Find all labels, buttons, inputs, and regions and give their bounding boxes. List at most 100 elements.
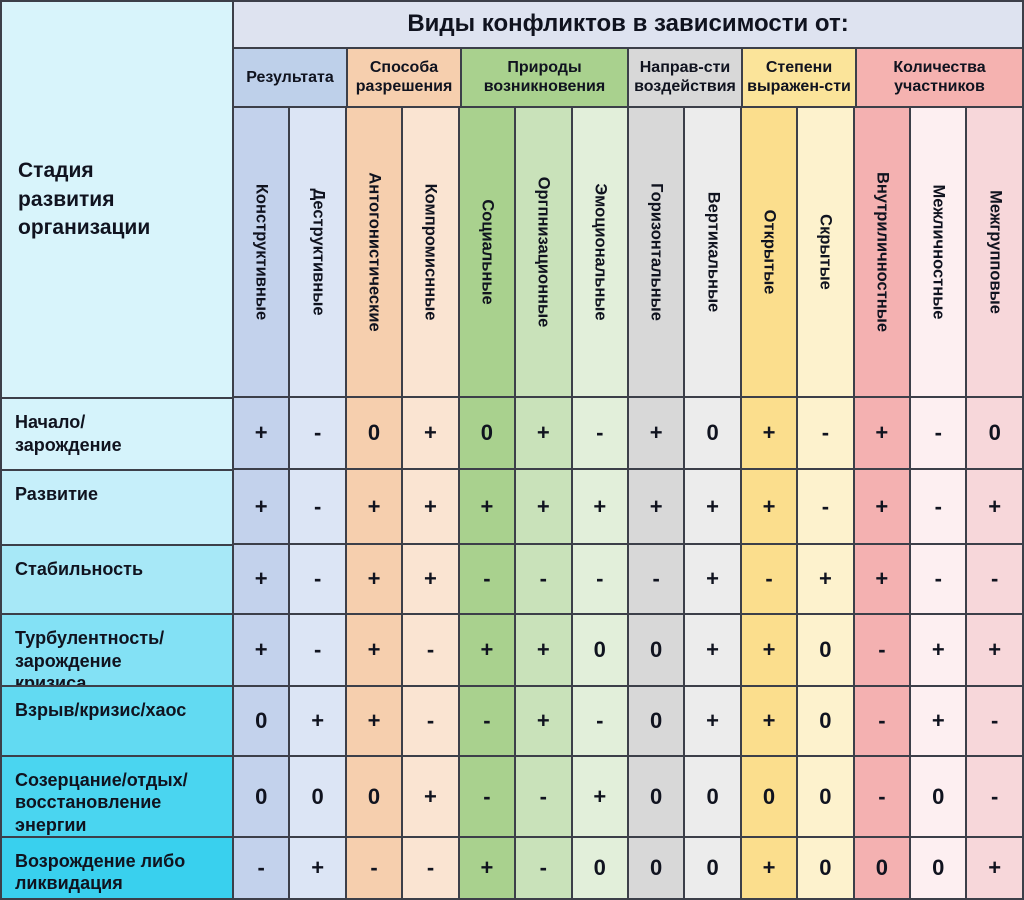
table-cell: + (965, 838, 1022, 898)
table-cell: - (852, 615, 910, 685)
table-cell: 0 (739, 757, 797, 836)
table-cell: - (570, 398, 627, 468)
table-cell: - (909, 470, 966, 543)
group-header: Направ-сти воздействия (627, 48, 741, 106)
table-cell: + (288, 687, 345, 755)
table-cell: 0 (626, 757, 684, 836)
table-cell: + (965, 615, 1022, 685)
table-cell: 0 (344, 757, 402, 836)
table-cell: - (288, 398, 345, 468)
table-cell: 0 (796, 615, 853, 685)
table-cell: + (457, 838, 515, 898)
column-header-label: Эмоциональные (591, 183, 610, 321)
table-cell: + (514, 615, 571, 685)
group-header: Способа разрешения (346, 48, 460, 106)
column-header-label: Антогонистические (365, 172, 384, 332)
column-header-cell: Открытые (739, 107, 797, 396)
table-cell: - (288, 545, 345, 613)
table-cell: - (288, 615, 345, 685)
table-cell: - (796, 398, 853, 468)
table-cell: + (683, 470, 740, 543)
table-cell: + (739, 615, 797, 685)
column-header-cell: Деструктивные (288, 107, 345, 396)
table-cell: + (626, 470, 684, 543)
table-cell: 0 (288, 757, 345, 836)
column-header-cell: Оргпнизационные (514, 107, 571, 396)
table-cell: + (626, 398, 684, 468)
table-cell: 0 (626, 687, 684, 755)
table-cell: + (570, 470, 627, 543)
table-cell: + (344, 470, 402, 543)
column-header-label: Компромиснные (421, 183, 440, 321)
column-header-label: Оргпнизационные (534, 176, 553, 328)
table-cell: - (852, 687, 910, 755)
table-cell: - (288, 470, 345, 543)
table-cell: + (401, 470, 458, 543)
table-cell: + (514, 470, 571, 543)
table-cell: + (514, 398, 571, 468)
table-cell: + (683, 687, 740, 755)
table-cell: + (457, 470, 515, 543)
column-header-label: Открытые (760, 209, 779, 295)
table-row: + -0 +0 + - +0 + - + -0 (234, 396, 1022, 468)
table-cell: + (234, 615, 289, 685)
column-header-label: Скрытые (816, 214, 835, 290)
column-header-cell: Компромиснные (401, 107, 458, 396)
table-cell: + (683, 615, 740, 685)
column-header-label: Межличностные (929, 184, 948, 320)
table-cell: + (739, 398, 797, 468)
table-cell: + (514, 687, 571, 755)
column-header-cell: Вертикальные (683, 107, 740, 396)
table-cell: - (234, 838, 289, 898)
row-label: Взрыв/кризис/хаос (2, 685, 232, 755)
table-cell: 0 (570, 615, 627, 685)
table-cell: + (909, 687, 966, 755)
table-cell: - (514, 757, 571, 836)
column-header-cell: Эмоциональные (570, 107, 627, 396)
column-header-label: Конструктивные (252, 183, 271, 321)
table-cell: - (457, 757, 515, 836)
column-header-label: Межгрупповые (986, 190, 1005, 314)
table-cell: - (457, 545, 515, 613)
table-cell: - (965, 687, 1022, 755)
table-cell: + (401, 757, 458, 836)
row-label: Начало/ зарождение (2, 397, 232, 470)
column-header-cell: Скрытые (796, 107, 853, 396)
table-cell: - (344, 838, 402, 898)
table-cell: + (234, 470, 289, 543)
column-header-cell: Внутриличностные (852, 107, 910, 396)
table-cell: - (965, 545, 1022, 613)
table-cell: 0 (683, 838, 740, 898)
table-cell: 0 (909, 757, 966, 836)
table-cell: + (401, 398, 458, 468)
table-cell: 0 (626, 615, 684, 685)
column-header-label: Социальные (478, 199, 497, 305)
table-cell: + (739, 838, 797, 898)
row-label: Стабильность (2, 543, 232, 614)
table-cell: 0 (457, 398, 515, 468)
column-header-cell: Конструктивные (234, 107, 289, 396)
group-header-row: Результата Способа разрешения Природы возн… (234, 46, 1022, 106)
table-cell: + (683, 545, 740, 613)
stage-header-cell: Стадия развития организации (2, 2, 232, 398)
table-cell: 0 (909, 838, 966, 898)
table-row: + - + + + + + + + + - + - + (234, 468, 1022, 543)
table-cell: - (909, 545, 966, 613)
table-row: 0 0 0 + - - +0 0 0 0-0- (234, 755, 1022, 836)
table-cell: - (965, 757, 1022, 836)
row-label: Возрождение либо ликвидация (2, 835, 232, 898)
table-cell: - (852, 757, 910, 836)
table-cell: 0 (683, 398, 740, 468)
table-cell: - (514, 838, 571, 898)
table-cell: - (796, 470, 853, 543)
group-header: Количества участников (855, 48, 1022, 106)
table-cell: + (234, 545, 289, 613)
table-cell: + (234, 398, 289, 468)
table-main: Виды конфликтов в зависимости от: Резуль… (234, 2, 1022, 898)
group-header: Степени выражен-сти (741, 48, 855, 106)
table-cell: 0 (570, 838, 627, 898)
table-cell: - (401, 615, 458, 685)
column-header-cell: Антогонистические (344, 107, 402, 396)
table-cell: + (570, 757, 627, 836)
table-cell: + (739, 687, 797, 755)
